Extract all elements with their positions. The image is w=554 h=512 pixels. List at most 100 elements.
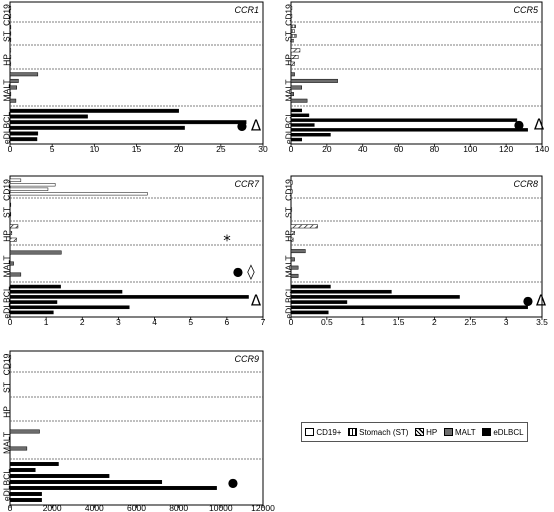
bar-edlbcl [9, 131, 39, 136]
x-tick-label: 80 [430, 144, 440, 154]
bar-hp [290, 231, 295, 235]
plot-frame [9, 175, 264, 318]
chart-title: CCR5 [513, 5, 538, 15]
chart-title: CCR9 [234, 354, 259, 364]
bar-malt [9, 92, 12, 97]
bar-edlbcl [290, 123, 315, 127]
bar-edlbcl [9, 125, 185, 130]
significance-marker: ◊ [247, 263, 255, 281]
x-tick-label: 0 [8, 144, 13, 154]
bar-edlbcl [9, 114, 88, 119]
bar-malt [9, 72, 39, 77]
x-tick-label: 15 [132, 144, 142, 154]
bar-cd19 [290, 14, 293, 18]
bar-malt [290, 78, 338, 83]
bar-cd19 [290, 189, 293, 194]
bar-cd19 [9, 363, 12, 368]
bar-st [9, 25, 12, 30]
bar-hp [9, 61, 12, 66]
x-tick-label: 7 [261, 317, 266, 327]
bar-malt [9, 429, 40, 434]
plot-frame [290, 175, 543, 318]
x-tick-label: 20 [174, 144, 184, 154]
legend-label: MALT [454, 427, 476, 437]
x-tick-label: 3.5 [536, 317, 548, 327]
legend-swatch [348, 428, 358, 436]
bar-edlbcl [290, 118, 518, 122]
legend-item: HP [415, 428, 437, 437]
group-label: MALT [1, 255, 11, 277]
x-tick-label: 10000 [209, 503, 233, 512]
bar-hp [9, 48, 12, 53]
bar-edlbcl [9, 137, 38, 142]
bar-malt [9, 446, 28, 451]
group-label: ST [1, 31, 11, 42]
group-label: HP [283, 230, 293, 242]
bar-malt [290, 98, 308, 103]
group-label: eDLBCL [1, 112, 11, 144]
bar-hp [290, 48, 301, 53]
group-label: MALT [1, 432, 11, 454]
bar-edlbcl [9, 480, 163, 484]
x-tick-label: 120 [499, 144, 513, 154]
bar-malt [290, 257, 295, 262]
x-tick-label: 2000 [43, 503, 62, 512]
significance-marker: ● [514, 118, 524, 132]
bar-cd19 [9, 183, 56, 187]
legend-item: CD19+ [305, 428, 341, 437]
group-label: HP [1, 230, 11, 242]
bar-malt [9, 85, 17, 90]
group-label: HP [283, 54, 293, 66]
bar-edlbcl [9, 486, 217, 490]
legend-label: HP [426, 427, 438, 437]
x-tick-label: 100 [463, 144, 477, 154]
bar-edlbcl [290, 300, 348, 304]
x-tick-label: 10 [90, 144, 100, 154]
bar-edlbcl [290, 108, 303, 113]
x-tick-label: 6000 [127, 503, 146, 512]
x-tick-label: 0 [8, 503, 13, 512]
group-label: CD19 [1, 4, 11, 26]
bar-edlbcl [9, 300, 58, 304]
bar-edlbcl [9, 498, 42, 502]
x-tick-label: 4 [152, 317, 157, 327]
legend-label: CD19+ [316, 427, 342, 437]
bar-edlbcl [290, 133, 331, 137]
group-label: HP [1, 406, 11, 418]
bar-cd19 [9, 178, 22, 182]
x-tick-label: 6 [224, 317, 229, 327]
bar-hp [9, 224, 19, 229]
legend-swatch [415, 428, 425, 436]
bar-edlbcl [290, 284, 331, 289]
bar-st [9, 202, 12, 207]
x-tick-label: 2 [432, 317, 437, 327]
bar-hp [290, 55, 299, 59]
bar-malt [9, 261, 14, 266]
bar-malt [290, 265, 299, 270]
x-tick-label: 0 [8, 317, 13, 327]
bar-st [290, 24, 296, 29]
chart-ccr8: CCR8 0 0.5 1 1.5 2 2.5 3 3.5 CD19 ST HP MALT eDLBCL ● Δ [283, 175, 548, 327]
bar-malt [9, 78, 19, 83]
bar-edlbcl [290, 289, 392, 294]
legend-swatch [482, 428, 492, 436]
bar-malt [290, 249, 306, 254]
x-tick-label: 3 [116, 317, 121, 327]
bar-edlbcl [9, 284, 61, 289]
plot-frame [290, 1, 543, 145]
significance-marker: Δ [251, 292, 262, 310]
bar-malt [290, 92, 294, 97]
bar-st [9, 37, 12, 42]
group-label: MALT [283, 79, 293, 101]
chart-title: CCR1 [234, 5, 259, 15]
legend-label: eDLBCL [493, 427, 524, 437]
bar-hp [290, 237, 294, 242]
significance-marker: ● [237, 119, 247, 133]
bar-edlbcl [9, 289, 123, 294]
significance-marker: * [223, 232, 231, 250]
x-tick-label: 20 [322, 144, 332, 154]
bar-st [290, 38, 294, 43]
chart-ccr5: CCR5 0 20 40 60 80 100 120 140 CD19 ST HP MALT eDLBCL… [283, 1, 549, 154]
x-tick-label: 1.5 [393, 317, 405, 327]
x-tick-label: 0 [289, 317, 294, 327]
